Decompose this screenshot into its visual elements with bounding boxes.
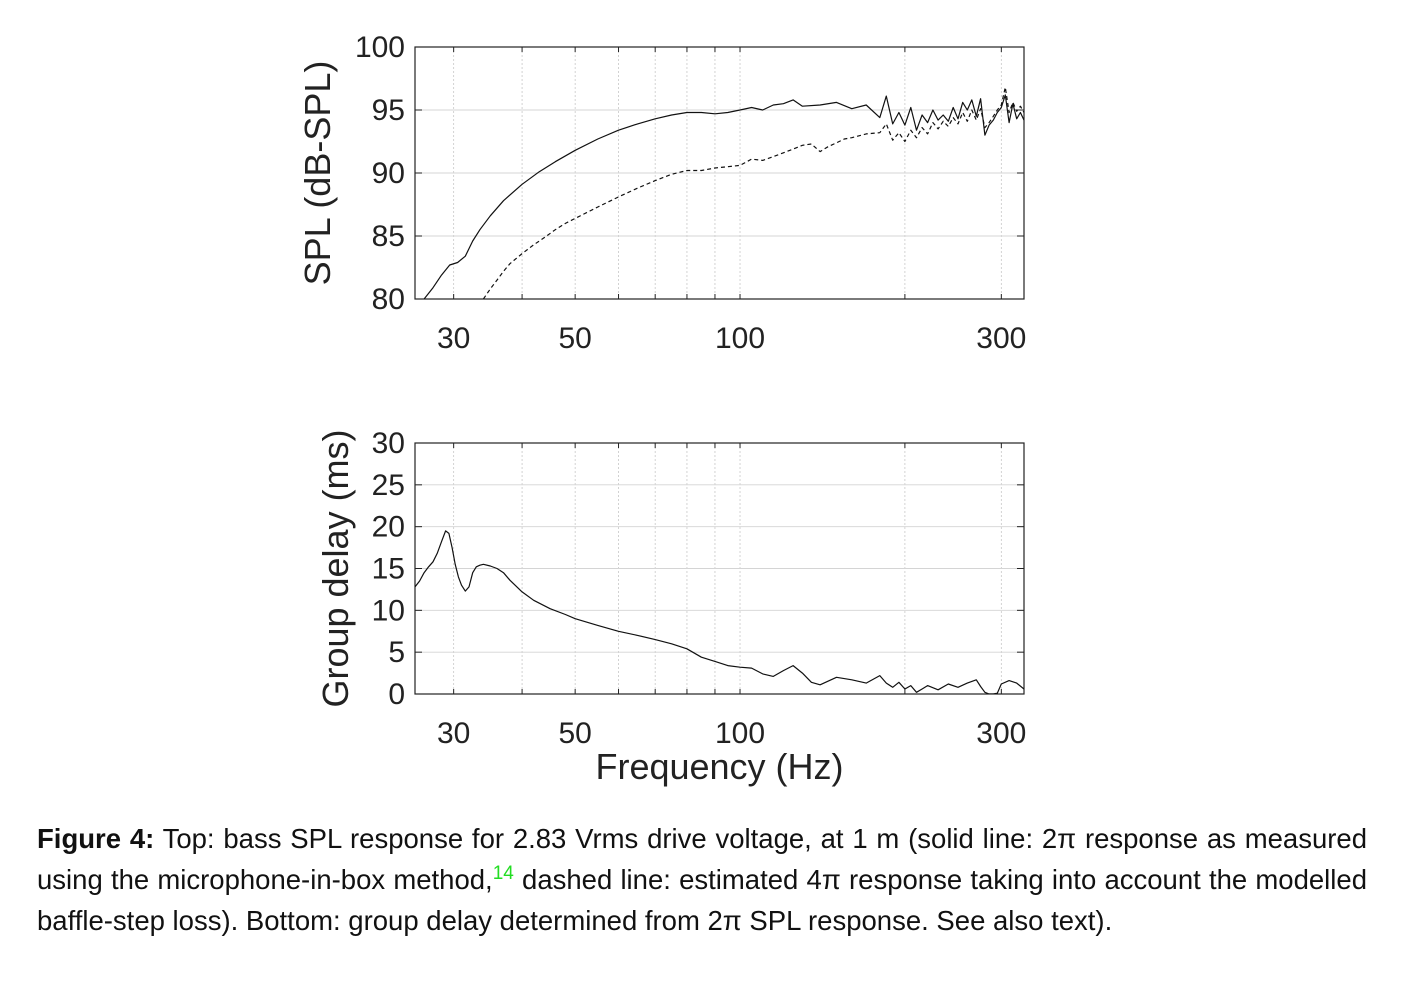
y-tick-label: 30 (372, 427, 405, 460)
y-tick-label: 100 (355, 31, 405, 64)
x-tick-label: 50 (558, 322, 591, 355)
y-tick-label: 20 (372, 511, 405, 544)
plot-frame (414, 46, 1025, 300)
y-tick-label: 80 (372, 283, 405, 316)
x-tick-label: 30 (437, 717, 470, 750)
x-axis-label: Frequency (Hz) (595, 746, 843, 787)
y-tick-label: 5 (388, 636, 405, 669)
y-tick-label: 25 (372, 469, 405, 502)
y-axis-label: Group delay (ms) (315, 429, 356, 707)
y-tick-label: 0 (388, 678, 405, 711)
y-tick-label: 95 (372, 94, 405, 127)
series-line-dashed (482, 86, 1024, 299)
caption-text-1: Top: bass SPL response for 2.83 Vrms dri… (37, 823, 1367, 895)
group-delay-chart: 0 5 10 15 20 25 30 30 50 100 300 Group delay (ms) Fr… (315, 427, 1026, 787)
series-line-solid (423, 94, 1024, 299)
y-tick-label: 85 (372, 220, 405, 253)
figure-caption: Figure 4: Top: bass SPL response for 2.8… (37, 818, 1367, 941)
series-line-solid (415, 530, 1024, 694)
y-axis-label: SPL (dB-SPL) (297, 61, 338, 286)
x-tick-label: 300 (976, 322, 1026, 355)
caption-text-2: dashed line: estimated 4π response takin… (37, 864, 1367, 936)
caption-reference[interactable]: 14 (492, 862, 514, 884)
x-tick-label: 50 (558, 717, 591, 750)
figure: 80 85 90 95 100 30 50 100 300 SPL (dB-SPL) 0 5 10 15… (297, 31, 1026, 787)
plot-frame (414, 442, 1025, 695)
caption-label: Figure 4: (37, 823, 155, 854)
x-tick-label: 30 (437, 322, 470, 355)
spl-chart: 80 85 90 95 100 30 50 100 300 SPL (dB-SPL) (297, 31, 1026, 355)
x-tick-label: 300 (976, 717, 1026, 750)
y-tick-label: 90 (372, 157, 405, 190)
x-tick-label: 100 (715, 322, 765, 355)
y-tick-label: 15 (372, 553, 405, 586)
x-tick-label: 100 (715, 717, 765, 750)
y-tick-label: 10 (372, 594, 405, 627)
